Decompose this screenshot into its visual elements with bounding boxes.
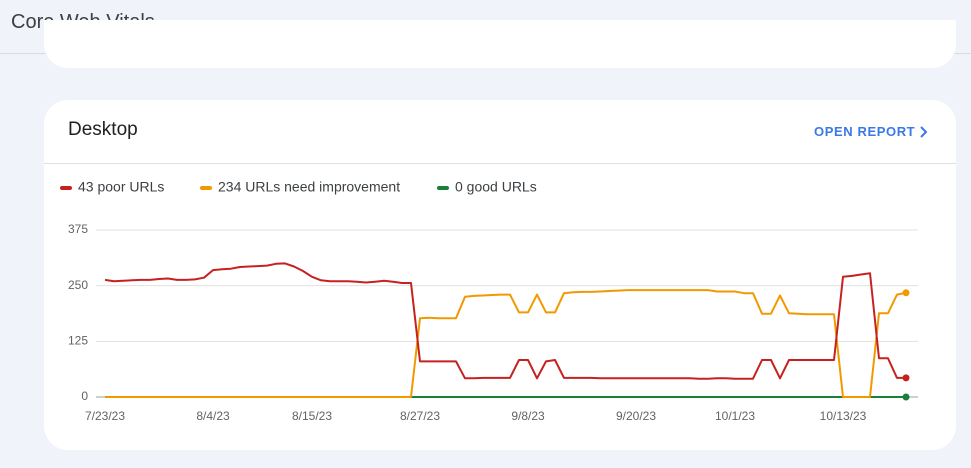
previous-card (44, 20, 956, 68)
end-point (902, 374, 910, 382)
legend-swatch (60, 186, 72, 190)
card: Desktop OPEN REPORT (44, 100, 956, 450)
series-line (105, 289, 907, 398)
legend-swatch (437, 186, 449, 190)
x-tick-label: 8/15/23 (292, 409, 332, 423)
series-line (104, 262, 906, 380)
x-tick-label: 7/23/23 (85, 409, 125, 423)
y-tick-label: 250 (68, 278, 88, 292)
x-tick-label: 9/8/23 (511, 409, 545, 423)
y-tick-label: 375 (68, 222, 88, 236)
end-point (902, 289, 910, 297)
divider (44, 163, 956, 164)
card-title: Desktop (68, 119, 138, 140)
legend-label: 234 URLs need improvement (218, 179, 400, 195)
open-report-link[interactable]: OPEN REPORT (814, 124, 916, 139)
x-tick-label: 8/27/23 (400, 409, 440, 423)
legend-label: 43 poor URLs (78, 179, 164, 195)
y-tick-label: 125 (68, 334, 88, 348)
y-tick-label: 0 (81, 389, 88, 403)
chevron-icon[interactable] (918, 125, 930, 139)
x-tick-label: 10/1/23 (715, 409, 755, 423)
x-tick-label: 10/13/23 (820, 409, 867, 423)
end-point (902, 393, 910, 401)
legend-label: 0 good URLs (455, 179, 537, 195)
legend-swatch (200, 186, 212, 190)
x-tick-label: 9/20/23 (616, 409, 656, 423)
x-tick-label: 8/4/23 (196, 409, 230, 423)
